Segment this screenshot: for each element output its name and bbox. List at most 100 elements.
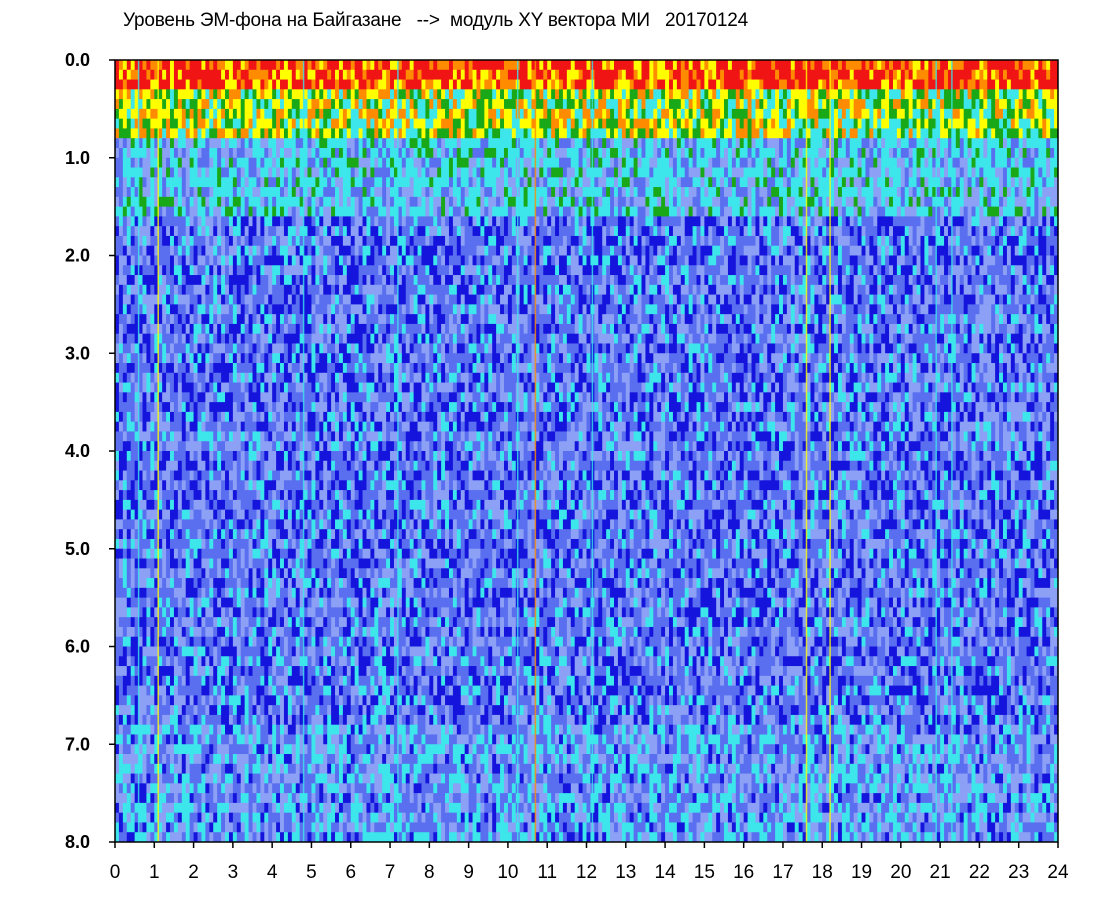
- heatmap-cell: [999, 177, 1004, 188]
- heatmap-cell: [1046, 99, 1051, 110]
- heatmap-cell: [346, 128, 352, 139]
- heatmap-cell: [971, 177, 976, 188]
- heatmap-cell: [122, 108, 128, 120]
- heatmap-cell: [342, 167, 348, 178]
- heatmap-cell: [755, 108, 760, 120]
- heatmap-cell: [987, 89, 992, 100]
- heatmap-cell: [633, 108, 638, 120]
- heatmap-cell: [908, 89, 914, 100]
- heatmap-cell: [232, 235, 238, 247]
- heatmap-cell: [177, 245, 183, 256]
- heatmap-cell: [692, 167, 697, 178]
- heatmap-cell: [763, 157, 768, 168]
- heatmap-cell: [940, 118, 945, 129]
- heatmap-cell: [1018, 147, 1024, 159]
- heatmap-cell: [126, 196, 132, 208]
- heatmap-cell: [166, 167, 171, 178]
- heatmap-cell: [507, 69, 513, 80]
- heatmap-cell: [244, 216, 249, 227]
- heatmap-cell: [303, 157, 308, 168]
- heatmap-cell: [248, 167, 253, 178]
- heatmap-cell: [456, 196, 462, 208]
- heatmap-cell: [197, 255, 202, 266]
- heatmap-cell: [739, 147, 745, 159]
- heatmap-cell: [790, 99, 796, 110]
- heatmap-cell: [1018, 99, 1024, 110]
- heatmap-cell: [790, 89, 796, 100]
- heatmap-cell: [869, 60, 874, 71]
- heatmap-cell: [280, 187, 285, 198]
- heatmap-cell: [951, 177, 957, 188]
- heatmap-cell: [138, 235, 143, 247]
- heatmap-cell: [653, 245, 658, 256]
- heatmap-cell: [354, 255, 360, 266]
- heatmap-cell: [413, 128, 418, 139]
- heatmap-cell: [739, 118, 745, 129]
- heatmap-cell: [570, 167, 576, 178]
- heatmap-cell: [146, 206, 151, 217]
- heatmap-cell: [900, 138, 906, 149]
- heatmap-cell: [130, 89, 136, 100]
- heatmap-cell: [661, 196, 666, 208]
- heatmap-cell: [507, 226, 513, 237]
- heatmap-cell: [696, 255, 701, 266]
- heatmap-cell: [256, 216, 261, 227]
- heatmap-cell: [177, 69, 183, 80]
- heatmap-cell: [865, 147, 870, 159]
- heatmap-cell: [999, 128, 1004, 139]
- heatmap-cell: [464, 196, 470, 208]
- heatmap-cell: [869, 206, 874, 217]
- heatmap-cell: [924, 206, 929, 217]
- heatmap-cell: [523, 216, 528, 227]
- heatmap-cell: [122, 128, 128, 139]
- heatmap-cell: [920, 167, 925, 178]
- heatmap-cell: [378, 226, 383, 237]
- heatmap-cell: [441, 235, 446, 247]
- heatmap-cell: [814, 177, 819, 188]
- heatmap-cell: [963, 226, 969, 237]
- heatmap-cell: [617, 118, 623, 129]
- heatmap-cell: [134, 128, 139, 139]
- heatmap-cell: [602, 196, 607, 208]
- heatmap-cell: [551, 69, 556, 80]
- heatmap-cell: [232, 245, 238, 256]
- heatmap-cell: [845, 167, 851, 178]
- heatmap-cell: [492, 138, 497, 149]
- heatmap-cell: [1026, 196, 1031, 208]
- heatmap-cell: [566, 226, 572, 237]
- heatmap-cell: [672, 147, 678, 159]
- heatmap-cell: [154, 177, 159, 188]
- heatmap-cell: [452, 167, 458, 178]
- heatmap-cell: [763, 255, 768, 266]
- heatmap-cell: [724, 108, 729, 120]
- heatmap-cell: [1026, 118, 1031, 129]
- heatmap-cell: [393, 167, 399, 178]
- heatmap-cell: [185, 177, 191, 188]
- heatmap-cell: [181, 128, 187, 139]
- heatmap-cell: [896, 118, 902, 129]
- heatmap-cell: [975, 226, 980, 237]
- heatmap-cell: [562, 147, 568, 159]
- heatmap-cell: [700, 99, 705, 110]
- heatmap-cell: [947, 226, 953, 237]
- heatmap-cell: [1022, 196, 1027, 208]
- heatmap-cell: [727, 255, 733, 266]
- heatmap-cell: [782, 167, 788, 178]
- heatmap-cell: [547, 245, 552, 256]
- heatmap-cell: [1038, 147, 1043, 159]
- heatmap-cell: [775, 147, 780, 159]
- heatmap-cell: [692, 206, 697, 217]
- heatmap-cell: [1034, 60, 1039, 71]
- heatmap-cell: [488, 128, 493, 139]
- heatmap-cell: [307, 138, 312, 149]
- heatmap-cell: [217, 235, 222, 247]
- heatmap-cell: [649, 157, 654, 168]
- heatmap-cell: [1010, 89, 1016, 100]
- heatmap-cell: [881, 128, 886, 139]
- heatmap-cell: [570, 147, 576, 159]
- heatmap-cell: [252, 226, 257, 237]
- heatmap-cell: [213, 60, 218, 71]
- heatmap-cell: [779, 187, 784, 198]
- heatmap-cell: [240, 167, 246, 178]
- heatmap-cell: [747, 147, 752, 159]
